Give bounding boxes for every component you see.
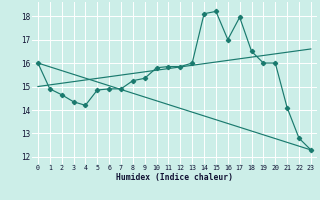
X-axis label: Humidex (Indice chaleur): Humidex (Indice chaleur) (116, 173, 233, 182)
